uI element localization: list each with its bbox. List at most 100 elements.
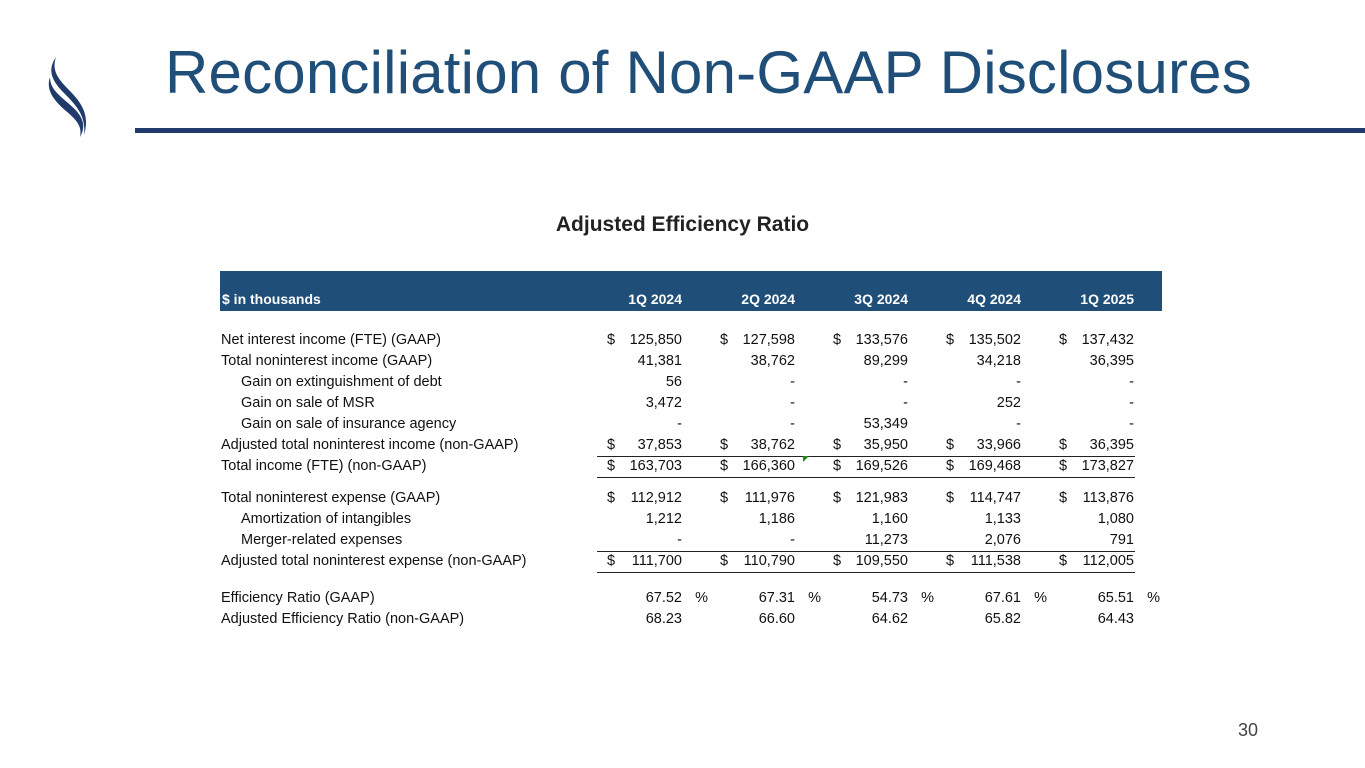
table-cell: -: [1049, 393, 1162, 414]
cell-value: 66.60: [758, 611, 795, 627]
table-row: Net interest income (FTE) (GAAP) $125,850…: [221, 330, 1162, 351]
cell-value: 56: [665, 374, 682, 390]
column-header: 4Q 2024: [967, 291, 1021, 307]
table-header: $ in thousands 1Q 2024 2Q 2024 3Q 2024 4Q 2…: [220, 271, 1162, 311]
table-cell: $125,850: [597, 330, 710, 351]
cell-value: 68.23: [645, 611, 682, 627]
table-cell: 66.60: [710, 609, 823, 630]
cell-value: 111,976: [744, 490, 795, 506]
row-label: Adjusted total noninterest income (non-G…: [221, 437, 519, 453]
dollar-sign: $: [1059, 437, 1068, 453]
cell-value: -: [790, 416, 795, 432]
table-cell: 64.43: [1049, 609, 1162, 630]
table-cell: -: [1049, 372, 1162, 393]
cell-value: -: [1016, 374, 1021, 390]
dollar-sign: $: [1059, 490, 1068, 506]
table-row: Adjusted Efficiency Ratio (non-GAAP) 68.2…: [221, 609, 1162, 630]
comment-marker-icon: [803, 456, 809, 462]
cell-value: 169,468: [968, 458, 1021, 474]
row-label: Total noninterest income (GAAP): [221, 353, 433, 369]
table-cell: 1,133: [936, 509, 1049, 530]
cell-value: 65.51: [1097, 590, 1134, 606]
row-label: Net interest income (FTE) (GAAP): [221, 332, 441, 348]
cell-value: 135,502: [968, 332, 1021, 348]
cell-value: 2,076: [984, 532, 1021, 548]
row-label: Efficiency Ratio (GAAP): [221, 590, 375, 606]
table-cell: $111,976: [710, 488, 823, 509]
cell-value: 35,950: [863, 437, 908, 453]
cell-value: -: [1129, 416, 1134, 432]
table-cell: -: [710, 530, 823, 551]
dollar-sign: $: [946, 553, 955, 569]
table-cell: $111,538: [936, 551, 1049, 572]
table-cell: 65.51%: [1049, 588, 1162, 609]
table-cell: $110,790: [710, 551, 823, 572]
cell-value: 67.61: [984, 590, 1021, 606]
table-cell: $169,468: [936, 456, 1049, 477]
cell-value: 38,762: [750, 437, 795, 453]
table-cell: 3,472: [597, 393, 710, 414]
cell-value: 1,212: [645, 511, 682, 527]
unit-label: $ in thousands: [222, 291, 321, 307]
table-cell: -: [823, 372, 936, 393]
cell-value: 34,218: [976, 353, 1021, 369]
cell-value: 113,876: [1082, 490, 1134, 506]
row-label: Amortization of intangibles: [241, 511, 412, 527]
dollar-sign: $: [607, 437, 616, 453]
dollar-sign: $: [720, 437, 729, 453]
table-row: Total noninterest expense (GAAP) $112,912…: [221, 488, 1162, 509]
table-cell: 252: [936, 393, 1049, 414]
cell-value: 111,700: [631, 553, 682, 569]
cell-value: 64.43: [1097, 611, 1134, 627]
cell-value: 36,395: [1089, 437, 1134, 453]
dollar-sign: $: [833, 553, 842, 569]
table-cell: $109,550: [823, 551, 936, 572]
table-cell: $166,360: [710, 456, 823, 477]
cell-value: 33,966: [976, 437, 1021, 453]
table-cell: -: [710, 414, 823, 435]
table-cell: $114,747: [936, 488, 1049, 509]
table-cell: $36,395: [1049, 435, 1162, 456]
cell-value: 137,432: [1081, 332, 1134, 348]
cell-value: 121,983: [855, 490, 908, 506]
cell-value: 163,703: [629, 458, 682, 474]
column-header: 1Q 2025: [1080, 291, 1134, 307]
cell-value: 110,790: [743, 553, 795, 569]
cell-value: -: [903, 395, 908, 411]
table-cell: -: [710, 393, 823, 414]
cell-value: 1,186: [758, 511, 795, 527]
percent-sign: %: [1034, 590, 1047, 606]
table-cell: -: [1049, 414, 1162, 435]
table-cell: 67.61%: [936, 588, 1049, 609]
dollar-sign: $: [833, 490, 842, 506]
row-label: Merger-related expenses: [241, 532, 403, 548]
table-cell: $38,762: [710, 435, 823, 456]
dollar-sign: $: [1059, 332, 1068, 348]
company-logo-icon: [48, 57, 87, 137]
cell-value: 67.31: [758, 590, 795, 606]
cell-value: 65.82: [984, 611, 1021, 627]
table-row: Adjusted total noninterest expense (non-…: [221, 551, 1162, 572]
cell-value: -: [677, 416, 682, 432]
table-cell: 2,076: [936, 530, 1049, 551]
table-cell: 54.73%: [823, 588, 936, 609]
cell-value: 252: [996, 395, 1021, 411]
cell-value: 36,395: [1089, 353, 1134, 369]
row-label: Adjusted Efficiency Ratio (non-GAAP): [221, 611, 465, 627]
dollar-sign: $: [607, 553, 616, 569]
title-divider: [135, 128, 1365, 133]
dollar-sign: $: [1059, 458, 1068, 474]
table-row: Adjusted total noninterest income (non-G…: [221, 435, 1162, 456]
dollar-sign: $: [607, 458, 616, 474]
page-number: 30: [1238, 720, 1259, 740]
percent-sign: %: [1147, 590, 1160, 606]
table-cell: 1,212: [597, 509, 710, 530]
cell-value: -: [1016, 416, 1021, 432]
cell-value: 3,472: [645, 395, 682, 411]
table-cell: $33,966: [936, 435, 1049, 456]
dollar-sign: $: [720, 490, 729, 506]
cell-value: -: [1129, 395, 1134, 411]
dollar-sign: $: [833, 437, 842, 453]
cell-value: -: [677, 532, 682, 548]
cell-value: 53,349: [863, 416, 908, 432]
